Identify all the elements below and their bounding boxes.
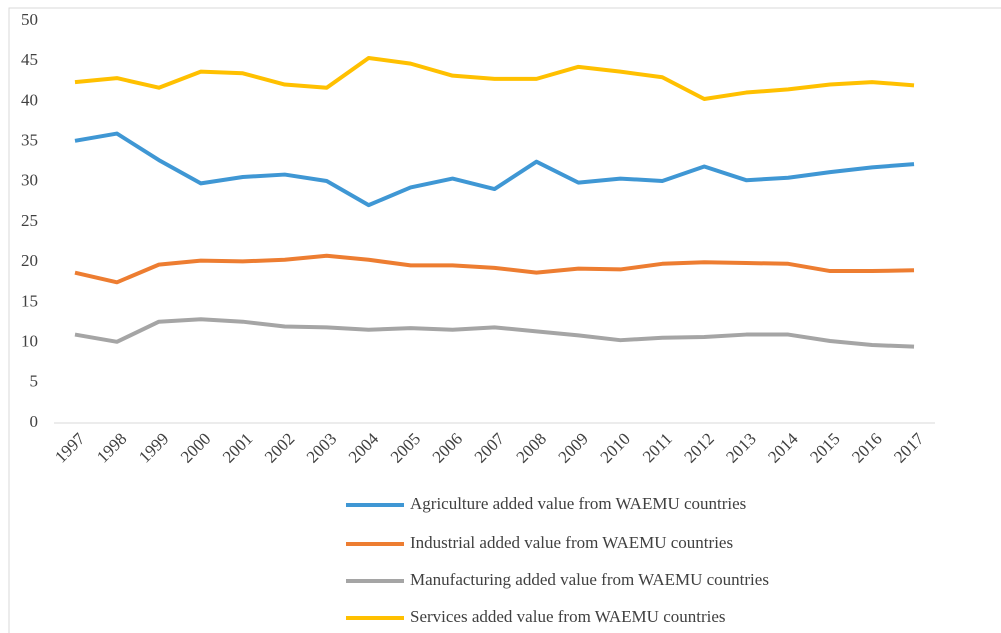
y-tick-label: 0 — [30, 412, 39, 431]
x-tick-label: 2003 — [303, 429, 340, 466]
series-line — [74, 253, 915, 285]
x-tick-label: 1998 — [93, 429, 130, 466]
x-tick-label: 2017 — [890, 429, 928, 467]
x-tick-label: 2016 — [848, 429, 885, 466]
y-tick-label: 40 — [21, 90, 38, 109]
y-tick-label: 15 — [21, 291, 38, 310]
x-tick-label: 2014 — [764, 429, 802, 467]
x-tick-label: 1999 — [135, 429, 172, 466]
y-tick-label: 25 — [21, 211, 38, 230]
series-line — [74, 55, 915, 101]
x-tick-label: 2005 — [387, 429, 424, 466]
x-tick-label: 2002 — [261, 429, 298, 466]
series-line — [74, 317, 915, 349]
y-tick-label: 35 — [21, 131, 38, 150]
y-tick-label: 10 — [21, 332, 38, 351]
legend-label: Industrial added value from WAEMU countr… — [410, 533, 733, 552]
x-tick-label: 2008 — [513, 429, 550, 466]
x-tick-label: 2012 — [680, 429, 717, 466]
legend-label: Manufacturing added value from WAEMU cou… — [410, 570, 769, 589]
x-tick-label: 2006 — [429, 429, 466, 466]
y-tick-label: 45 — [21, 50, 38, 69]
y-tick-label: 30 — [21, 171, 38, 190]
y-tick-label: 50 — [21, 10, 38, 29]
x-tick-label: 1997 — [51, 429, 89, 467]
x-tick-label: 2013 — [722, 429, 759, 466]
y-tick-label: 5 — [30, 372, 39, 391]
legend-label: Agriculture added value from WAEMU count… — [410, 494, 746, 513]
x-tick-label: 2000 — [177, 429, 214, 466]
x-tick-label: 2009 — [555, 429, 592, 466]
y-tick-label: 20 — [21, 251, 38, 270]
x-tick-label: 2011 — [639, 429, 676, 466]
x-tick-label: 2010 — [596, 429, 633, 466]
x-tick-label: 2007 — [471, 429, 509, 467]
chart-frame — [8, 7, 1001, 633]
legend-label: Services added value from WAEMU countrie… — [410, 607, 726, 626]
x-tick-label: 2015 — [806, 429, 843, 466]
series-line — [74, 131, 915, 208]
x-tick-label: 2001 — [219, 429, 256, 466]
x-tick-label: 2004 — [345, 429, 383, 467]
